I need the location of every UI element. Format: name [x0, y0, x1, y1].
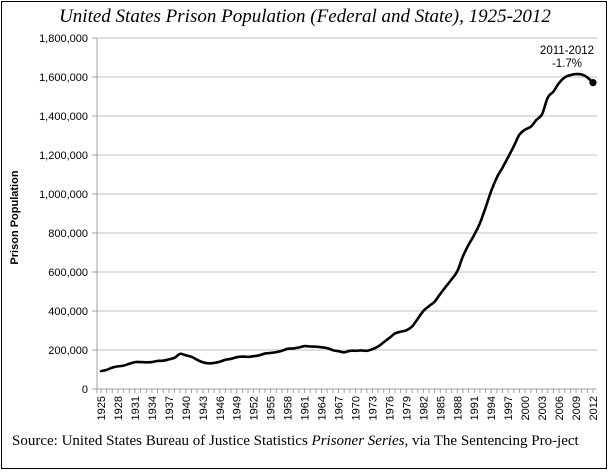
x-tick-label: 1961 [300, 396, 312, 420]
x-tick-label: 1985 [435, 396, 447, 420]
y-tick-label: 200,000 [48, 345, 88, 357]
y-tick-label: 1,600,000 [39, 72, 88, 84]
source-series-name: Prisoner Series [311, 433, 405, 449]
y-tick-label: 600,000 [48, 267, 88, 279]
x-tick-label: 1994 [486, 396, 498, 420]
x-tick-label: 1940 [181, 396, 193, 420]
x-tick-label: 2003 [537, 396, 549, 420]
x-tick-label: 1934 [147, 396, 159, 420]
x-tick-label: 1976 [384, 396, 396, 420]
line-chart: 0 200,000 400,000 600,000 800,000 1,000,000 1,… [9, 33, 600, 420]
x-tick-label: 1925 [96, 396, 108, 420]
y-tick-label: 1,800,000 [39, 33, 88, 45]
y-axis-ticks: 0 200,000 400,000 600,000 800,000 1,000,000 1,… [39, 33, 97, 396]
source-prefix: Source: United States Bureau of Justice … [12, 433, 312, 449]
x-tick-label: 1931 [130, 396, 142, 420]
x-tick-label: 1988 [452, 396, 464, 420]
y-tick-label: 0 [82, 384, 88, 396]
y-tick-label: 1,000,000 [39, 189, 88, 201]
y-tick-label: 800,000 [48, 228, 88, 240]
y-axis-label: Prison Population [9, 170, 21, 264]
x-tick-label: 1982 [418, 396, 430, 420]
chart-title: United States Prison Population (Federal… [59, 6, 551, 27]
source-suffix: , via The Sentencing Pro-ject [404, 433, 579, 449]
y-tick-label: 1,400,000 [39, 111, 88, 123]
x-tick-label: 1964 [317, 396, 329, 420]
y-tick-label: 1,200,000 [39, 150, 88, 162]
x-axis-ticks: 1925 1928 1931 1934 1937 1940 1943 1946 1949 1952… [96, 389, 600, 420]
x-tick-label: 2000 [520, 396, 532, 420]
x-tick-label: 1967 [334, 396, 346, 420]
x-tick-label: 1955 [266, 396, 278, 420]
y-tick-label: 400,000 [48, 306, 88, 318]
source-caption: Source: United States Bureau of Justice … [12, 432, 602, 450]
gridlines [97, 37, 597, 351]
x-tick-label: 1997 [503, 396, 515, 420]
x-tick-label: 1937 [164, 396, 176, 420]
x-tick-label: 1973 [367, 396, 379, 420]
x-tick-label: 2006 [554, 396, 566, 420]
x-tick-label: 1943 [198, 396, 210, 420]
annotation-change: -1.7% [552, 58, 582, 70]
annotation-period: 2011-2012 [540, 45, 594, 57]
x-tick-label: 1970 [350, 396, 362, 420]
x-tick-label: 1979 [401, 396, 413, 420]
x-tick-label: 1952 [249, 396, 261, 420]
x-tick-label: 1946 [215, 396, 227, 420]
series-line-prison-population [99, 72, 595, 373]
x-tick-label: 1928 [113, 396, 125, 420]
x-tick-label: 1949 [232, 396, 244, 420]
x-tick-label: 2009 [571, 396, 583, 420]
end-point-marker [589, 79, 597, 87]
x-tick-label: 2012 [588, 396, 600, 420]
x-tick-label: 1958 [283, 396, 295, 420]
x-tick-label: 1991 [469, 396, 481, 420]
